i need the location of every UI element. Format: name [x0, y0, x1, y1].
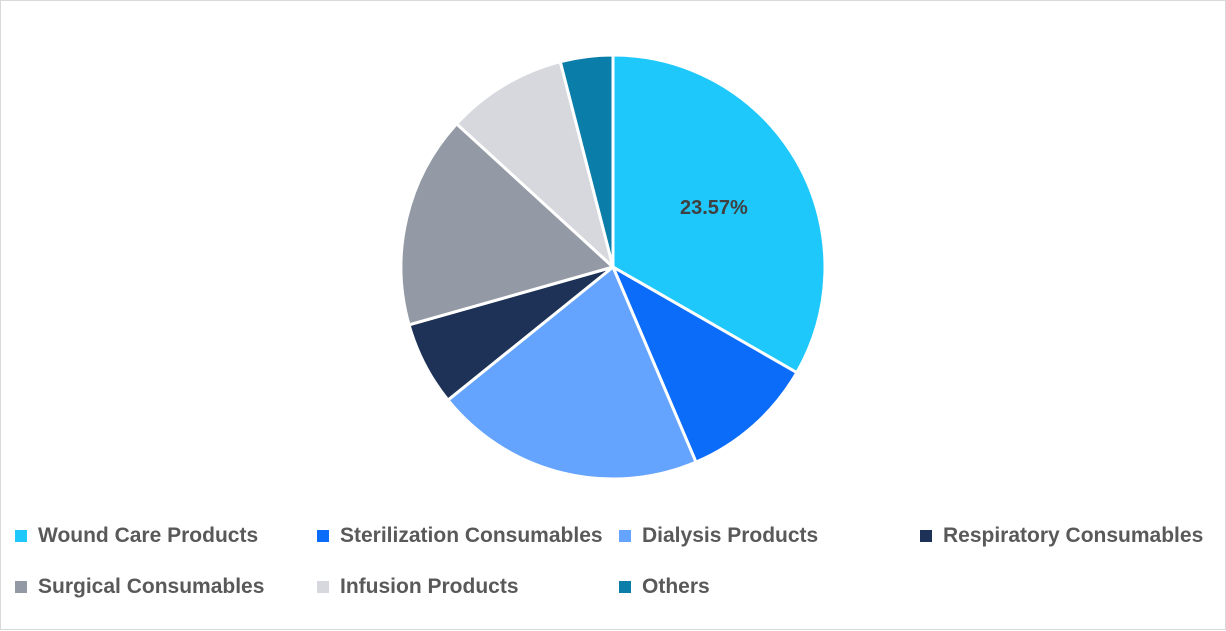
legend-item-infusion: Infusion Products: [317, 572, 519, 602]
pie-slice-infusion-products: [455, 60, 615, 269]
pie-slice-wound-care-products: [611, 53, 827, 375]
legend-swatch: [619, 581, 631, 593]
data-label: 23.57%: [680, 197, 748, 219]
legend-item-dialysis: Dialysis Products: [619, 521, 818, 551]
pie-slice-others: [558, 53, 615, 269]
pie-slice-dialysis-products: [446, 265, 698, 481]
pie-slice-sterilization-consumables: [611, 265, 799, 464]
legend-swatch: [15, 530, 27, 542]
legend-label: Infusion Products: [340, 575, 519, 598]
legend-swatch: [619, 530, 631, 542]
legend-label: Wound Care Products: [38, 524, 259, 547]
legend-swatch: [317, 530, 329, 542]
legend-label: Dialysis Products: [642, 524, 819, 547]
legend-item-respiratory: Respiratory Consumables: [920, 521, 1203, 551]
pie-slice-surgical-consumables: [399, 122, 615, 327]
legend-swatch: [920, 530, 932, 542]
legend-swatch: [317, 581, 329, 593]
legend-label: Respiratory Consumables: [943, 524, 1204, 547]
legend-item-others: Others: [619, 572, 710, 602]
legend-swatch: [15, 581, 27, 593]
legend-item-wound-care: Wound Care Products: [15, 521, 258, 551]
legend-item-sterilization: Sterilization Consumables: [317, 521, 603, 551]
legend-label: Surgical Consumables: [38, 575, 265, 598]
legend-label: Others: [642, 575, 710, 598]
legend-label: Sterilization Consumables: [340, 524, 603, 547]
legend-item-surgical: Surgical Consumables: [15, 572, 264, 602]
